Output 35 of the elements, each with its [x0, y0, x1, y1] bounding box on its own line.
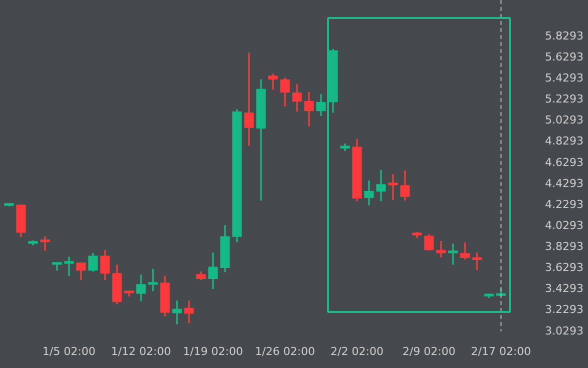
y-tick-label: 3.4293: [545, 282, 584, 296]
y-tick-label: 4.6293: [545, 156, 584, 169]
y-tick-label: 4.2293: [545, 198, 584, 211]
y-tick-label: 5.8293: [545, 29, 584, 42]
x-tick-label: 2/9 02:00: [402, 344, 456, 358]
candlestick: [376, 170, 386, 202]
candlestick: [52, 262, 62, 271]
y-tick-label: 4.4293: [545, 176, 584, 190]
candlestick: [448, 244, 458, 265]
x-tick-label: 1/5 02:00: [42, 344, 96, 358]
x-tick-label: 1/12 02:00: [111, 344, 171, 358]
y-tick-label: 3.8293: [545, 240, 584, 254]
y-tick-label: 5.6293: [545, 50, 584, 64]
x-tick-label: 1/19 02:00: [183, 344, 243, 358]
candlestick: [472, 252, 482, 270]
candlestick: [436, 240, 446, 258]
y-tick-label: 4.8293: [545, 134, 584, 148]
y-tick-label: 3.2293: [545, 303, 584, 316]
y-tick-label: 3.6293: [545, 261, 584, 274]
candlestick: [148, 268, 158, 292]
candlestick: [64, 256, 74, 276]
y-tick-label: 3.0293: [545, 324, 584, 338]
candlestick: [268, 74, 278, 90]
candlestick: [124, 290, 134, 296]
candlestick: [40, 236, 50, 251]
x-tick-label: 2/2 02:00: [330, 344, 384, 358]
y-tick-label: 5.0293: [545, 114, 584, 127]
x-tick-label: 1/26 02:00: [255, 344, 315, 358]
y-tick-label: 4.0293: [545, 218, 584, 232]
y-tick-label: 5.4293: [545, 72, 584, 85]
x-tick-label: 2/17 02:00: [471, 344, 531, 358]
y-tick-label: 5.2293: [545, 92, 584, 106]
candlestick: [388, 174, 398, 200]
candlestick: [244, 52, 254, 146]
candlestick: [172, 300, 182, 324]
